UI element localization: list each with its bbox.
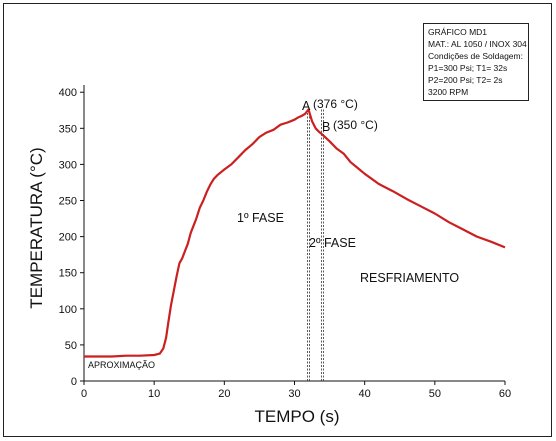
y-tick-label: 50 xyxy=(65,340,77,352)
x-ticks: 0 10 20 30 40 50 60 xyxy=(81,381,511,400)
y-tick-label: 0 xyxy=(71,376,77,388)
x-axis-title: TEMPO (s) xyxy=(255,407,340,426)
y-tick-label: 400 xyxy=(59,87,77,99)
y-tick-label: 250 xyxy=(59,196,77,208)
point-b-label: B xyxy=(322,120,330,134)
x-tick-label: 60 xyxy=(499,388,511,400)
approach-label: APROXIMAÇÃO xyxy=(88,360,155,370)
y-tick-label: 300 xyxy=(59,159,77,171)
x-tick-label: 10 xyxy=(148,388,160,400)
info-line: P2=200 Psi; T2= 2s xyxy=(428,75,503,85)
point-a-label: A xyxy=(302,99,311,113)
y-tick-label: 200 xyxy=(59,232,77,244)
y-tick-label: 350 xyxy=(59,123,77,135)
info-box: GRÁFICO MD1 MAT.: AL 1050 / INOX 304 Con… xyxy=(423,23,529,101)
y-axis-title: TEMPERATURA (°C) xyxy=(27,147,46,308)
x-tick-label: 50 xyxy=(429,388,441,400)
point-b-value: (350 °C) xyxy=(333,118,378,132)
point-a-value: (376 °C) xyxy=(313,97,358,111)
info-line: 3200 RPM xyxy=(428,87,469,97)
info-line: Condições de Soldagem: xyxy=(428,51,523,61)
phase2-label: 2º FASE xyxy=(309,236,356,250)
y-tick-label: 150 xyxy=(59,268,77,280)
x-tick-label: 0 xyxy=(81,388,87,400)
y-tick-label: 100 xyxy=(59,304,77,316)
x-tick-label: 30 xyxy=(288,388,300,400)
x-tick-label: 40 xyxy=(359,388,371,400)
phase1-label: 1º FASE xyxy=(237,211,284,225)
axes xyxy=(83,85,505,382)
x-tick-label: 20 xyxy=(218,388,230,400)
info-line: GRÁFICO MD1 xyxy=(428,27,488,37)
cooling-label: RESFRIAMENTO xyxy=(360,271,459,285)
info-line: MAT.: AL 1050 / INOX 304 xyxy=(428,39,527,49)
info-line: P1=300 Psi; T1= 32s xyxy=(428,63,508,73)
temperature-curve xyxy=(84,108,506,358)
y-ticks: 0 50 100 150 200 250 300 350 400 xyxy=(59,87,84,388)
